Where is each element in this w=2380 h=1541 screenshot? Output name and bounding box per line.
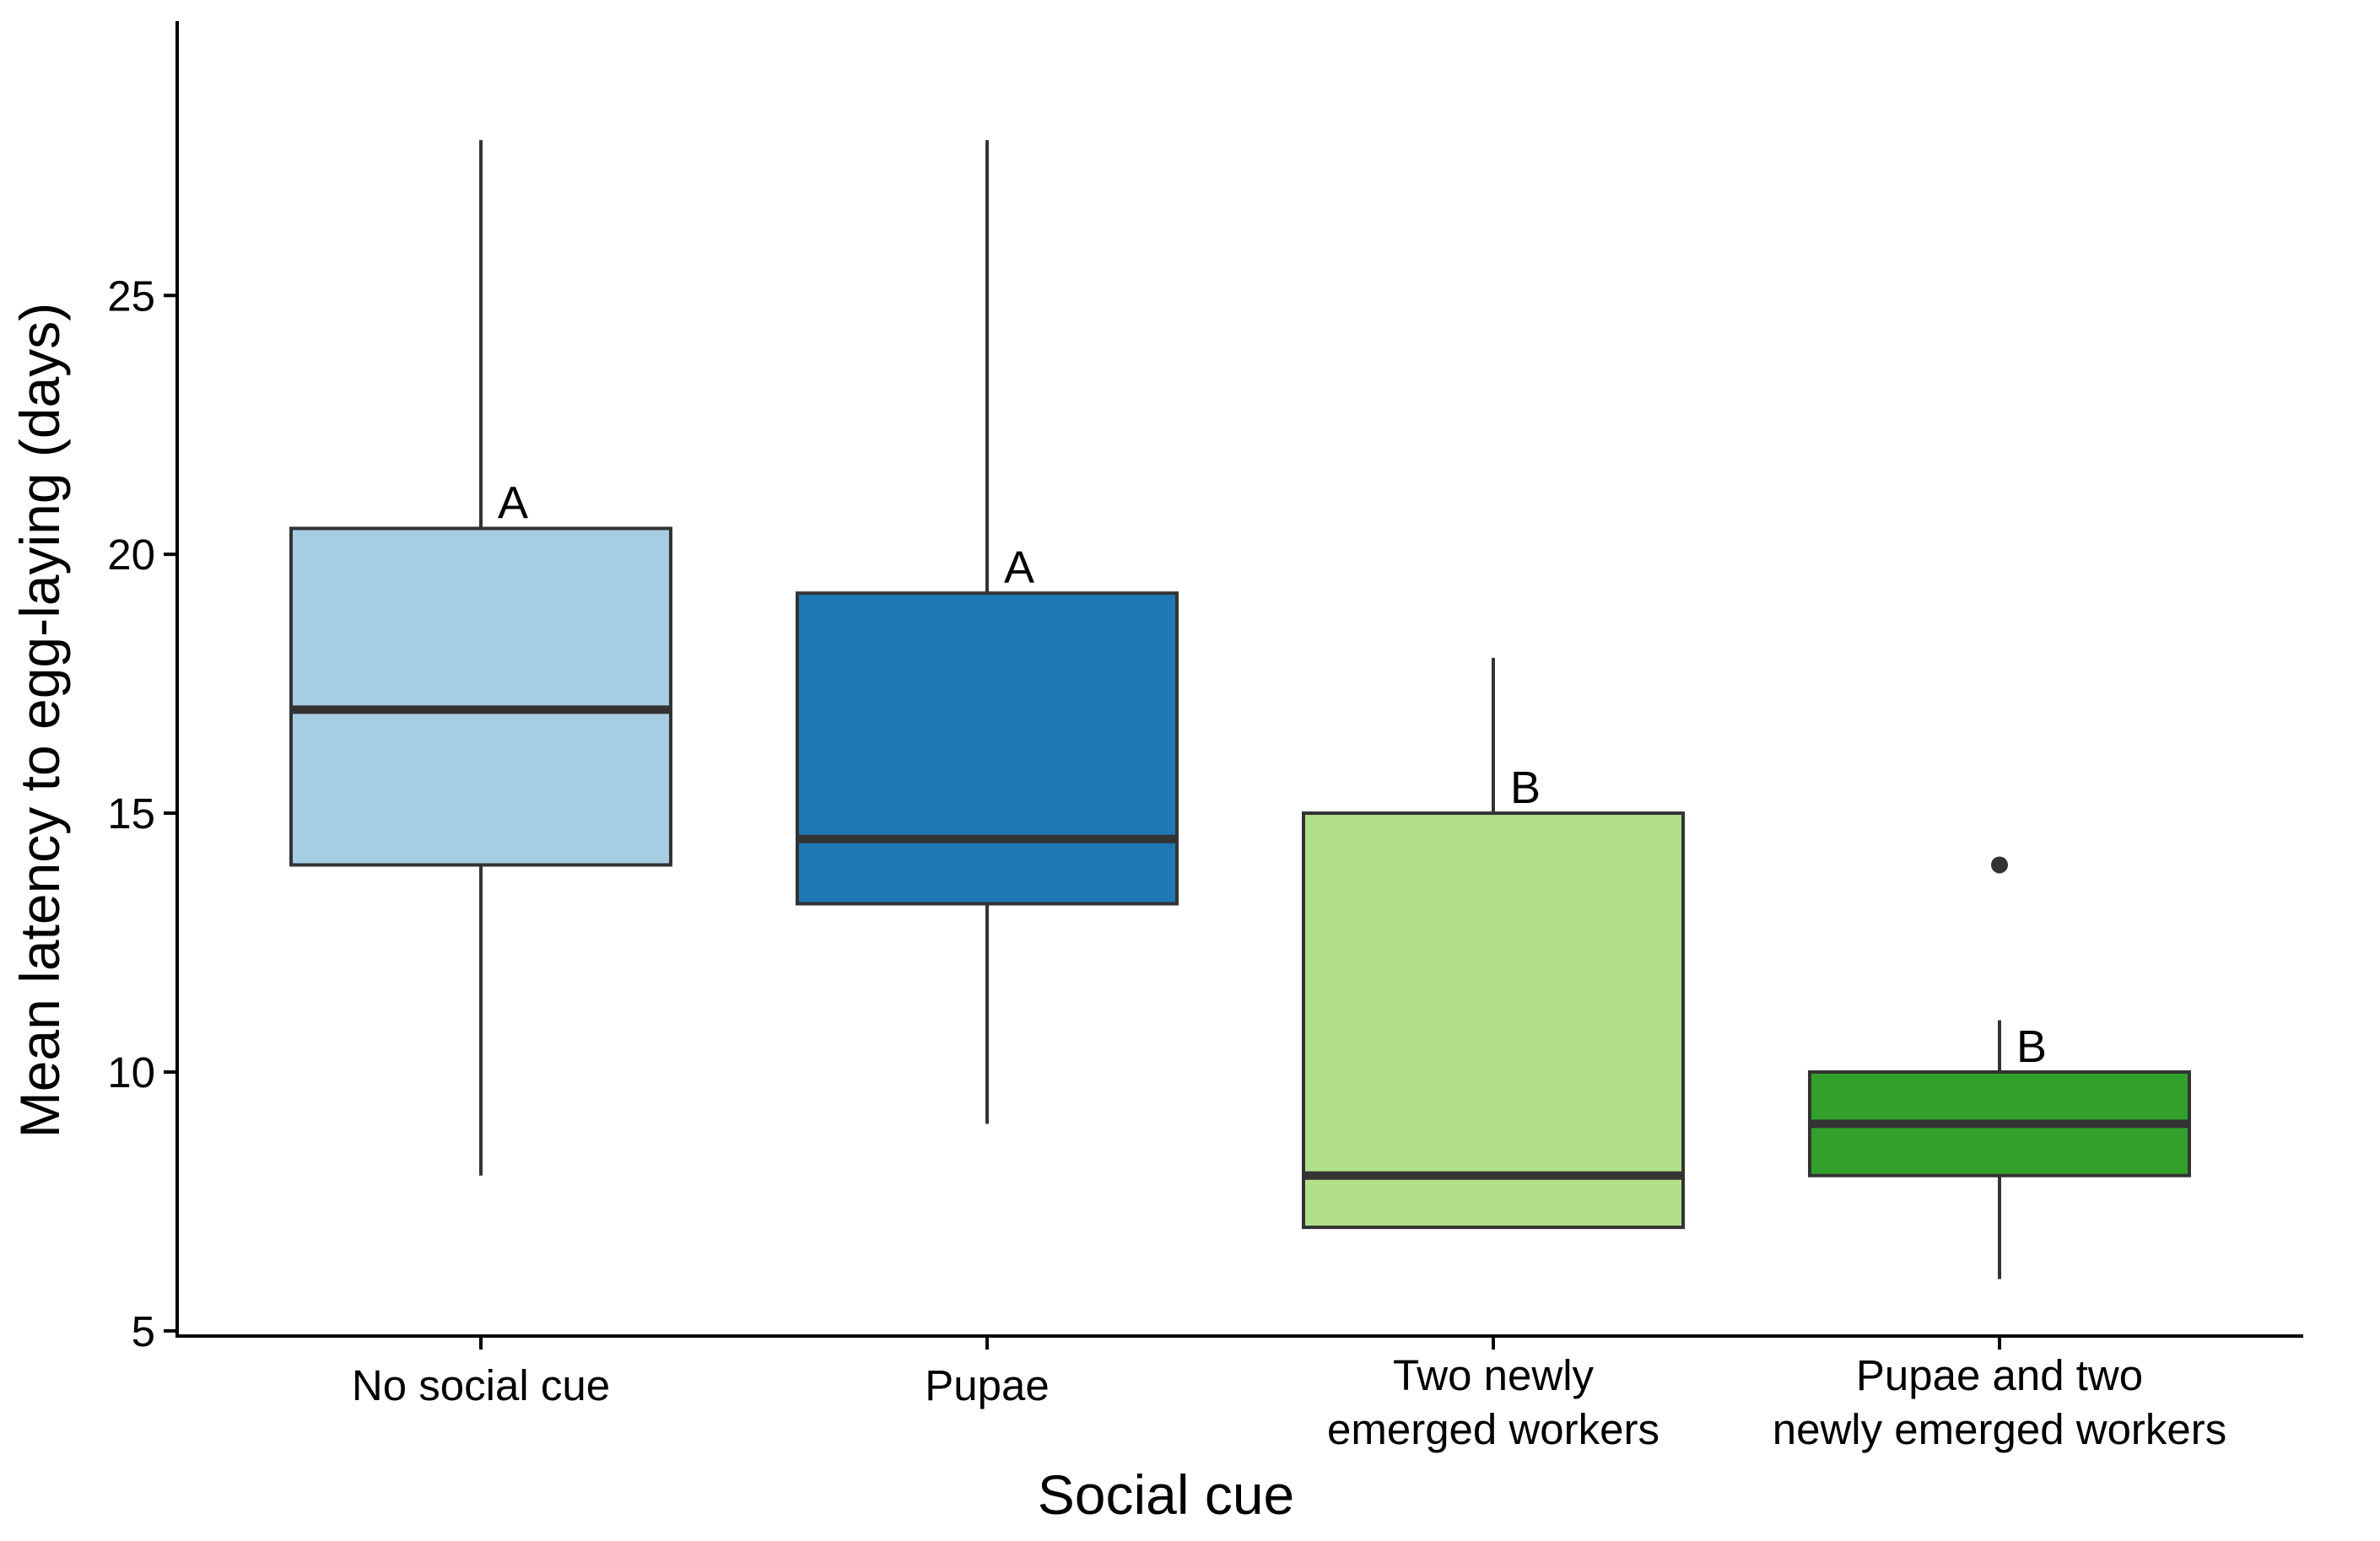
x-tick-label: No social cue [352,1361,610,1409]
y-tick-label: 10 [107,1048,155,1096]
y-tick-label: 20 [107,531,155,579]
x-tick-label: Pupae and two [1856,1351,2143,1399]
x-axis-ticks: No social cue Pupae Two newly emerged worke… [352,1336,2226,1453]
y-tick-label: 15 [107,789,155,838]
plot-area: A A B B [289,140,2191,1280]
x-axis-title: Social cue [1038,1463,1295,1526]
outlier-point [1991,856,2008,874]
box-group: B [1302,657,1685,1230]
significance-letter: B [1510,762,1541,813]
significance-letter: B [2016,1021,2047,1072]
box-group: A [289,140,672,1176]
y-tick-label: 5 [132,1307,155,1355]
y-tick-label: 25 [107,272,155,320]
significance-letter: A [1004,542,1034,593]
significance-letter: A [498,478,528,529]
x-tick-label: emerged workers [1327,1405,1660,1453]
box [289,526,672,867]
box [1302,811,1685,1230]
y-axis-title: Mean latency to egg-laying (days) [8,303,71,1139]
box [796,591,1179,906]
box-group: A [796,140,1179,1124]
box-group: B [1808,856,2191,1280]
x-tick-label: Pupae [925,1361,1049,1409]
x-tick-label: newly emerged workers [1773,1405,2227,1453]
y-axis-ticks: 5 10 15 20 25 [107,272,177,1355]
x-tick-label: Two newly [1393,1351,1595,1399]
